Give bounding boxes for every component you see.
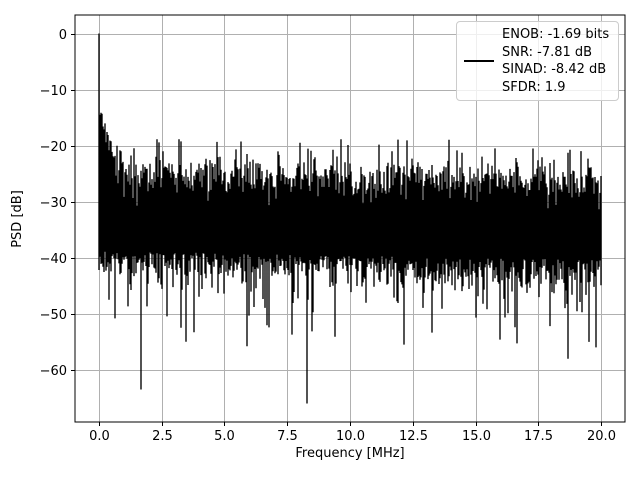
y-tick-label: −50 bbox=[40, 308, 67, 323]
psd-series-line bbox=[98, 33, 602, 404]
y-tick-label: −10 bbox=[40, 84, 67, 99]
legend-enob: ENOB: -1.69 bits bbox=[502, 27, 610, 42]
legend-snr: SNR: -7.81 dB bbox=[502, 44, 593, 60]
y-tick-label: −20 bbox=[40, 140, 67, 155]
y-tick-label: 0 bbox=[59, 28, 67, 43]
x-tick-label: 7.5 bbox=[277, 429, 298, 444]
legend-line-icon bbox=[464, 59, 494, 63]
y-tick-label: −40 bbox=[40, 252, 67, 267]
x-tick-label: 0.0 bbox=[89, 429, 110, 444]
y-axis-label: PSD [dB] bbox=[10, 190, 25, 248]
x-axis-label: Frequency [MHz] bbox=[295, 446, 404, 461]
x-tick-label: 5.0 bbox=[214, 429, 235, 444]
series-group bbox=[98, 33, 602, 404]
legend-sinad: SINAD: -8.42 dB bbox=[502, 62, 607, 77]
x-tick-label: 12.5 bbox=[399, 429, 428, 444]
legend: ENOB: -1.69 bits SNR: -7.81 dB SINAD: -8… bbox=[456, 21, 620, 101]
x-tick-label: 15.0 bbox=[462, 429, 491, 444]
x-tick-label: 20.0 bbox=[587, 429, 616, 444]
x-tick-label: 10.0 bbox=[336, 429, 365, 444]
x-tick-label: 17.5 bbox=[524, 429, 553, 444]
legend-sfdr: SFDR: 1.9 bbox=[502, 79, 566, 95]
legend-line-sample bbox=[464, 26, 502, 96]
legend-stats: ENOB: -1.69 bits SNR: -7.81 dB SINAD: -8… bbox=[502, 26, 609, 96]
y-tick-label: −60 bbox=[40, 364, 67, 379]
axis-ticks bbox=[71, 34, 602, 426]
x-tick-label: 2.5 bbox=[152, 429, 173, 444]
tick-labels: 0.0 2.5 5.0 7.5 10.0 12.5 15.0 17.5 20.0 0 −10 −20 −… bbox=[40, 28, 616, 444]
y-tick-label: −30 bbox=[40, 196, 67, 211]
